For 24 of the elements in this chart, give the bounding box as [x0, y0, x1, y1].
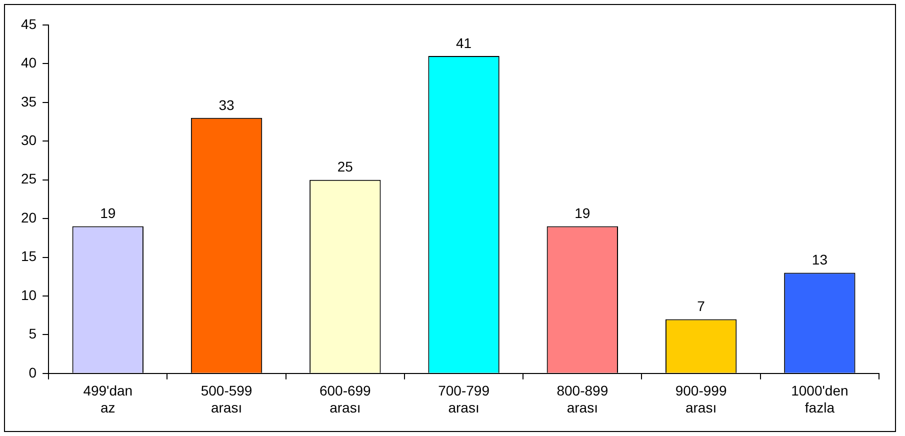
- data-label: 13: [812, 252, 828, 268]
- x-tick-label: 800-899 arası: [556, 382, 608, 416]
- data-label: 25: [337, 158, 354, 175]
- y-tick-label: 35: [20, 93, 37, 110]
- data-label: 19: [574, 205, 590, 222]
- x-tick-label: 600-699 arası: [319, 382, 372, 416]
- data-label: 33: [218, 96, 235, 113]
- y-tick-label: 25: [20, 170, 37, 187]
- x-tick-label: 1000'den fazla: [791, 382, 848, 416]
- y-tick-label: 15: [20, 248, 37, 264]
- data-label: 7: [697, 298, 706, 314]
- x-tick-label: 900-999 arası: [675, 382, 727, 416]
- data-label: 41: [456, 34, 472, 51]
- x-tick-label: 500-599 arası: [200, 382, 252, 416]
- data-label: 19: [100, 205, 116, 222]
- y-tick-label: 10: [20, 286, 37, 303]
- y-tick-label: 20: [20, 209, 37, 226]
- y-tick-label: 30: [20, 132, 37, 148]
- x-tick-label: 700-799 arası: [438, 382, 490, 416]
- y-tick-label: 45: [20, 16, 37, 32]
- y-tick-label: 0: [28, 364, 37, 380]
- y-tick-label: 40: [20, 54, 37, 71]
- y-tick-label: 5: [28, 326, 37, 342]
- x-tick-label: 499'dan az: [83, 382, 133, 416]
